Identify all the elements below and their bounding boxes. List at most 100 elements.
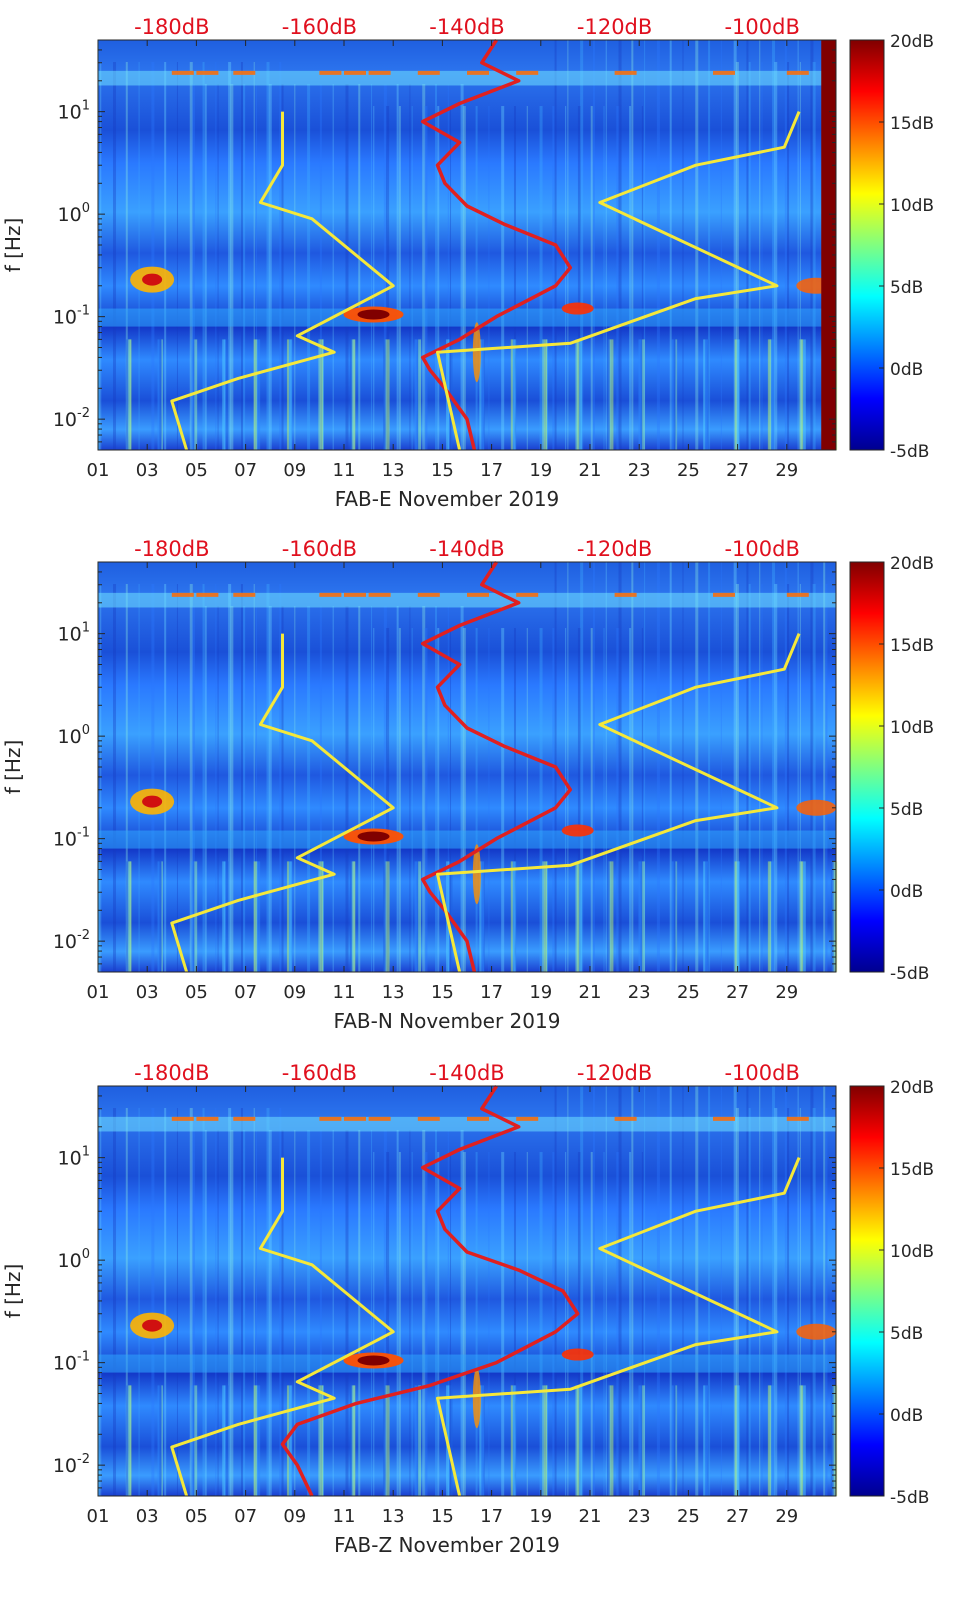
y-tick-exponent: 1 bbox=[82, 621, 90, 636]
low-column bbox=[320, 339, 324, 450]
streak bbox=[631, 562, 634, 972]
low-column bbox=[771, 339, 775, 450]
low-column bbox=[126, 339, 129, 450]
low-column bbox=[479, 339, 482, 450]
streak bbox=[695, 40, 699, 450]
streak bbox=[279, 1108, 282, 1496]
low-column bbox=[734, 861, 737, 972]
hf-burst bbox=[786, 70, 809, 75]
psd-curve bbox=[420, 561, 573, 973]
streak bbox=[823, 562, 826, 972]
top-tick-label: -160dB bbox=[282, 1061, 357, 1085]
streak bbox=[774, 584, 778, 972]
low-column bbox=[638, 861, 642, 972]
streak bbox=[422, 1130, 426, 1496]
low-column bbox=[482, 339, 485, 450]
streak bbox=[539, 1152, 543, 1496]
streak bbox=[784, 562, 787, 972]
streak bbox=[644, 40, 646, 450]
streak bbox=[204, 1130, 207, 1496]
y-tick-exponent: -1 bbox=[77, 1350, 90, 1365]
top-tick-label: -140dB bbox=[429, 15, 504, 39]
streak bbox=[228, 584, 232, 972]
streak bbox=[590, 106, 593, 450]
spectrogram-background bbox=[98, 1086, 836, 1496]
hotspot bbox=[142, 795, 163, 808]
psd-curve bbox=[280, 1085, 580, 1497]
low-column bbox=[703, 861, 706, 972]
hf-burst bbox=[233, 592, 256, 597]
x-tick-label: 25 bbox=[677, 1506, 700, 1527]
streak bbox=[488, 1152, 490, 1496]
hf-burst bbox=[417, 592, 440, 597]
streak bbox=[386, 1152, 390, 1496]
streak bbox=[590, 628, 593, 972]
streak bbox=[396, 606, 399, 972]
low-column bbox=[223, 339, 226, 450]
streak bbox=[513, 1152, 516, 1496]
low-column bbox=[290, 861, 293, 972]
streak bbox=[695, 1086, 699, 1496]
streak bbox=[748, 584, 751, 972]
y-tick-label: 10-1 bbox=[53, 826, 90, 851]
low-column bbox=[767, 861, 771, 972]
low-column bbox=[704, 861, 708, 972]
streak bbox=[720, 40, 722, 450]
low-column bbox=[608, 1385, 611, 1496]
y-tick-base: 10 bbox=[53, 1455, 77, 1477]
streak bbox=[411, 1152, 413, 1496]
low-column bbox=[159, 1385, 163, 1496]
hf-burst bbox=[614, 592, 637, 597]
streak bbox=[215, 62, 217, 450]
low-column bbox=[769, 339, 772, 450]
streak bbox=[641, 628, 643, 972]
streak bbox=[307, 1130, 311, 1496]
low-column bbox=[384, 861, 387, 972]
psd-curve bbox=[420, 39, 573, 451]
low-column bbox=[288, 339, 292, 450]
y-tick-label: 101 bbox=[58, 1145, 90, 1170]
streak bbox=[450, 106, 452, 450]
streak bbox=[644, 1086, 646, 1496]
streak bbox=[708, 562, 711, 972]
streak bbox=[772, 1086, 776, 1496]
streak bbox=[810, 562, 814, 972]
streak bbox=[435, 84, 438, 450]
low-column bbox=[510, 1385, 513, 1496]
y-tick-exponent: -1 bbox=[77, 826, 90, 841]
x-tick-label: 05 bbox=[185, 982, 208, 1003]
hotspot bbox=[561, 824, 594, 837]
low-column bbox=[126, 861, 129, 972]
x-tick-label: 21 bbox=[579, 1506, 602, 1527]
y-tick-base: 10 bbox=[58, 204, 82, 226]
streak bbox=[383, 84, 387, 450]
hf-burst bbox=[171, 70, 194, 75]
noise-model-curve bbox=[436, 111, 801, 451]
low-column bbox=[351, 339, 355, 450]
streak bbox=[266, 1108, 270, 1496]
streak bbox=[552, 628, 555, 972]
high-frequency-band bbox=[98, 592, 836, 608]
streak bbox=[748, 62, 751, 450]
streak bbox=[682, 1086, 684, 1496]
top-tick-label: -180dB bbox=[134, 1061, 209, 1085]
x-tick-label: 09 bbox=[283, 1506, 306, 1527]
low-column bbox=[671, 339, 674, 450]
hf-burst bbox=[368, 592, 391, 597]
low-column bbox=[160, 1385, 163, 1496]
colorbar bbox=[849, 1085, 885, 1497]
hf-burst bbox=[344, 592, 366, 597]
streak bbox=[240, 62, 243, 450]
y-tick-label: 10-1 bbox=[53, 304, 90, 329]
hf-burst bbox=[196, 70, 219, 75]
streak bbox=[373, 1152, 375, 1496]
low-column bbox=[383, 1385, 387, 1496]
low-column bbox=[479, 861, 482, 972]
streak bbox=[797, 40, 799, 450]
hf-burst bbox=[344, 70, 366, 75]
low-column bbox=[481, 339, 485, 450]
low-column bbox=[671, 861, 674, 972]
